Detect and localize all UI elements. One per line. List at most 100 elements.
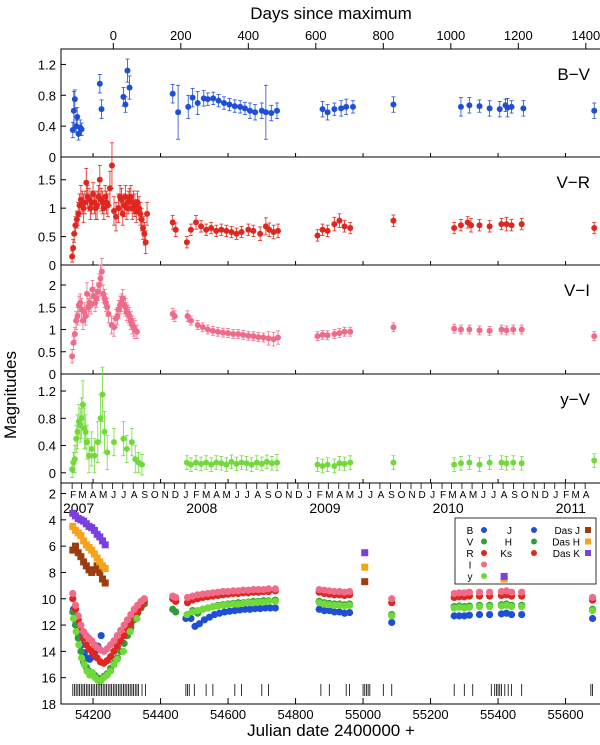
- data-point: [87, 205, 94, 212]
- data-point: [252, 109, 259, 116]
- month-label: M: [346, 490, 354, 501]
- x-tick-label: 55200: [412, 707, 448, 722]
- data-point: [243, 460, 250, 467]
- data-point: [257, 230, 264, 237]
- data-point: [124, 67, 131, 74]
- month-label: J: [358, 490, 363, 501]
- y-tick-label: 0: [49, 258, 56, 273]
- data-point: [239, 586, 247, 594]
- y-tick-label: 1: [49, 323, 56, 338]
- data-point: [271, 597, 279, 605]
- top-tick-label: 400: [237, 28, 259, 43]
- month-label: M: [223, 490, 231, 501]
- x-tick-label: 55400: [480, 707, 516, 722]
- bottom-axis-label: Julian date 2400000 +: [247, 721, 415, 740]
- data-point: [88, 445, 95, 452]
- y-tick-label: 18: [42, 697, 56, 712]
- data-point: [508, 222, 515, 229]
- data-point: [496, 106, 503, 113]
- y-tick-label: 0.8: [38, 411, 56, 426]
- data-point: [90, 190, 97, 197]
- data-point: [69, 522, 77, 530]
- data-point: [107, 653, 115, 661]
- month-label: F: [193, 490, 199, 501]
- data-point: [465, 611, 473, 619]
- data-point: [172, 593, 180, 602]
- panel-y-v-title: y−V: [560, 390, 590, 409]
- y-tick-label: 0.8: [38, 88, 56, 103]
- month-label: J: [235, 490, 240, 501]
- month-label: A: [378, 490, 385, 501]
- month-label: O: [398, 490, 406, 501]
- data-point: [187, 461, 194, 468]
- month-label: D: [172, 490, 179, 501]
- data-point: [74, 428, 81, 435]
- data-point: [591, 107, 598, 114]
- data-point: [476, 327, 483, 334]
- data-point: [237, 103, 244, 110]
- data-point: [238, 459, 245, 466]
- panel-b-v-title: B−V: [557, 65, 590, 84]
- y-tick-label: 8: [49, 565, 56, 580]
- data-point: [314, 461, 321, 468]
- data-point: [275, 334, 282, 341]
- y-tick-label: 1: [49, 201, 56, 216]
- series-dash: [69, 522, 508, 583]
- month-label: A: [501, 490, 508, 501]
- data-point: [220, 329, 226, 336]
- data-point: [347, 459, 354, 466]
- data-point: [74, 113, 81, 120]
- data-point: [361, 549, 369, 557]
- panel-light-curves: [60, 482, 600, 705]
- data-point: [248, 461, 255, 468]
- data-point: [336, 217, 343, 224]
- data-point: [77, 647, 85, 655]
- data-point: [138, 216, 145, 223]
- data-point: [319, 226, 326, 233]
- data-point: [255, 334, 262, 341]
- month-label: S: [141, 490, 148, 501]
- panel-v-i: V−I: [60, 264, 600, 375]
- data-point: [122, 101, 129, 108]
- data-point: [187, 317, 194, 324]
- data-point: [175, 109, 182, 116]
- month-label: J: [111, 490, 116, 501]
- month-label: A: [90, 490, 97, 501]
- data-point: [98, 268, 105, 275]
- data-point: [591, 225, 598, 232]
- data-point: [345, 601, 354, 609]
- data-point: [591, 333, 598, 340]
- data-point: [171, 313, 178, 320]
- data-point: [69, 466, 76, 473]
- data-point: [331, 221, 338, 228]
- data-point: [79, 401, 86, 408]
- data-point: [86, 452, 93, 459]
- month-label: M: [78, 490, 86, 501]
- data-point: [451, 225, 458, 232]
- data-point: [475, 610, 484, 619]
- data-point: [486, 588, 494, 596]
- data-point: [140, 595, 148, 603]
- data-point: [262, 109, 269, 116]
- month-label: J: [481, 490, 486, 501]
- data-point: [241, 605, 249, 613]
- y-tick-label: 1.5: [38, 173, 56, 188]
- data-point: [74, 313, 81, 320]
- data-point: [247, 107, 253, 114]
- data-point: [71, 456, 78, 463]
- data-point: [78, 126, 85, 133]
- data-point: [476, 461, 483, 468]
- month-label: J: [368, 490, 373, 501]
- data-point: [240, 331, 247, 338]
- data-point: [331, 462, 338, 469]
- top-tick-label: 0: [110, 28, 117, 43]
- legend-label: y: [468, 572, 473, 583]
- data-point: [96, 568, 104, 576]
- legend-marker: [531, 538, 537, 545]
- data-point: [324, 332, 331, 339]
- month-label: A: [336, 490, 343, 501]
- data-point: [110, 439, 117, 446]
- data-point: [101, 565, 109, 573]
- legend-label: B: [467, 526, 474, 537]
- x-tick-label: 54200: [75, 707, 111, 722]
